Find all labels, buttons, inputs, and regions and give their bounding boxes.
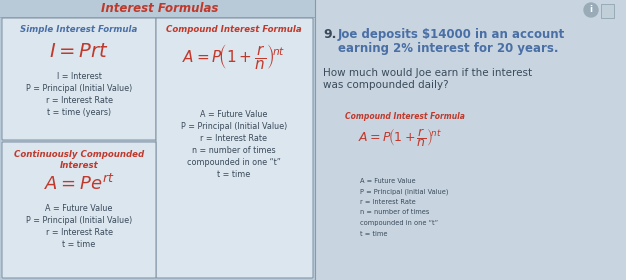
Text: P = Principal (Initial Value): P = Principal (Initial Value) xyxy=(26,216,132,225)
Text: A = Future Value: A = Future Value xyxy=(360,178,416,184)
Text: $A = P\!\left(1+\dfrac{r}{n}\right)^{\!nt}$: $A = P\!\left(1+\dfrac{r}{n}\right)^{\!n… xyxy=(182,42,285,71)
Text: 9.: 9. xyxy=(323,28,336,41)
Text: was compounded daily?: was compounded daily? xyxy=(323,80,449,90)
Text: How much would Joe earn if the interest: How much would Joe earn if the interest xyxy=(323,68,532,78)
Text: I = Interest: I = Interest xyxy=(56,72,101,81)
Text: t = time: t = time xyxy=(63,240,96,249)
FancyBboxPatch shape xyxy=(315,0,626,280)
Text: t = time: t = time xyxy=(360,230,387,237)
Text: t = time (years): t = time (years) xyxy=(47,108,111,117)
Text: Interest: Interest xyxy=(59,161,98,170)
Text: r = Interest Rate: r = Interest Rate xyxy=(46,228,113,237)
Text: r = Interest Rate: r = Interest Rate xyxy=(360,199,416,205)
Text: n = number of times: n = number of times xyxy=(360,209,429,216)
FancyBboxPatch shape xyxy=(600,4,613,17)
Text: Interest Formulas: Interest Formulas xyxy=(101,3,218,15)
Text: Simple Interest Formula: Simple Interest Formula xyxy=(20,25,138,34)
Text: P = Principal (Initial Value): P = Principal (Initial Value) xyxy=(26,84,132,93)
Text: Compound Interest Formula: Compound Interest Formula xyxy=(345,112,465,121)
Text: P = Principal (Initial Value): P = Principal (Initial Value) xyxy=(360,188,448,195)
Text: $\mathit{I = Prt}$: $\mathit{I = Prt}$ xyxy=(49,42,109,61)
Text: Joe deposits $14000 in an account: Joe deposits $14000 in an account xyxy=(338,28,565,41)
Text: P = Principal (Initial Value): P = Principal (Initial Value) xyxy=(181,122,287,131)
Text: A = Future Value: A = Future Value xyxy=(200,110,268,119)
FancyBboxPatch shape xyxy=(2,18,156,140)
Circle shape xyxy=(584,3,598,17)
Text: i: i xyxy=(590,6,592,15)
Text: $A = P\!\left(1+\dfrac{r}{n}\right)^{\!nt}$: $A = P\!\left(1+\dfrac{r}{n}\right)^{\!n… xyxy=(358,126,442,149)
Text: r = Interest Rate: r = Interest Rate xyxy=(46,96,113,105)
Text: $\mathit{A = Pe^{rt}}$: $\mathit{A = Pe^{rt}}$ xyxy=(44,174,115,194)
Text: compounded in one “t”: compounded in one “t” xyxy=(187,158,281,167)
Text: earning 2% interest for 20 years.: earning 2% interest for 20 years. xyxy=(338,42,558,55)
Text: Continuously Compounded: Continuously Compounded xyxy=(14,150,144,159)
FancyBboxPatch shape xyxy=(2,142,156,278)
Text: A = Future Value: A = Future Value xyxy=(45,204,113,213)
Text: r = Interest Rate: r = Interest Rate xyxy=(200,134,267,143)
FancyBboxPatch shape xyxy=(156,18,313,278)
Text: n = number of times: n = number of times xyxy=(192,146,276,155)
Text: Compound Interest Formula: Compound Interest Formula xyxy=(166,25,302,34)
Text: compounded in one “t”: compounded in one “t” xyxy=(360,220,438,226)
Text: t = time: t = time xyxy=(217,170,250,179)
